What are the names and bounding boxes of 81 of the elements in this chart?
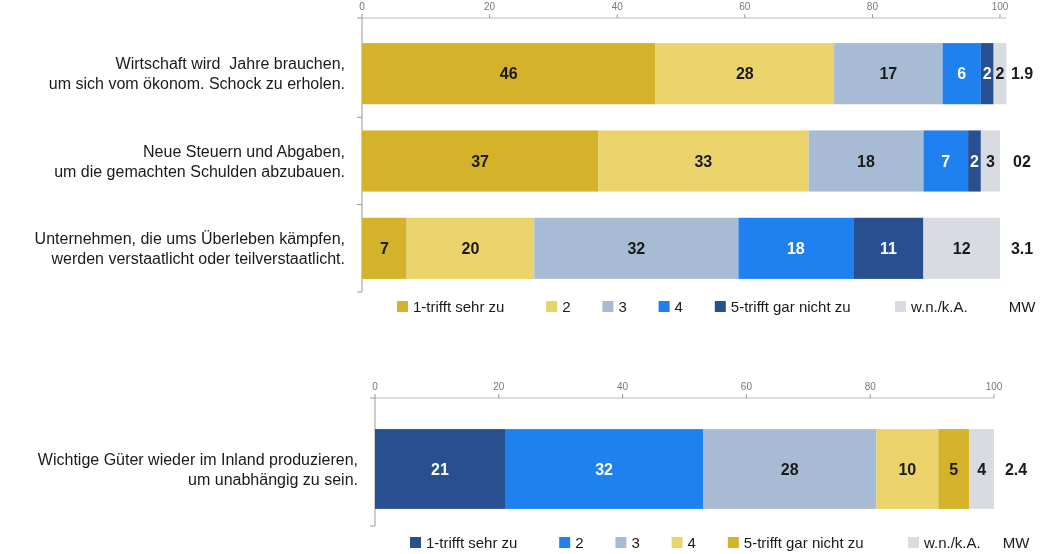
x-tick-label: 80: [866, 1, 879, 12]
legend-label: w.n./k.A.: [910, 298, 968, 316]
data-label: 18: [857, 152, 876, 170]
legend-label: 4: [674, 298, 683, 316]
data-label: 28: [780, 460, 799, 478]
x-tick-label: 40: [617, 381, 629, 392]
bar: [703, 429, 877, 509]
x-tick-label: 80: [864, 381, 877, 392]
data-label: 33: [694, 152, 713, 170]
bar: [834, 43, 943, 105]
bar: [738, 217, 854, 279]
bar: [375, 429, 505, 509]
legend-label: 3: [631, 534, 640, 552]
bar: [969, 429, 994, 509]
data-label: 11: [879, 239, 897, 257]
bar: [980, 43, 994, 105]
bar: [808, 130, 924, 192]
data-label: 3: [985, 152, 995, 170]
bar: [362, 130, 599, 192]
x-tick-label: 20: [484, 1, 496, 12]
bar: [534, 217, 739, 279]
data-label: 6: [957, 65, 967, 83]
text: 2.4: [1004, 460, 1028, 478]
data-label: 4: [977, 460, 987, 478]
text: 3.1: [1010, 239, 1034, 257]
y-tick-label: Unternehmen, die ums Überleben kämpfen, werden verstaatlicht oder teilverstaatlicht.: [34, 229, 345, 267]
y-tick-label: Wichtige Güter wieder im Inland produzieren, um unabhängig zu sein.: [37, 450, 358, 488]
bar: [504, 429, 704, 509]
data-label: 20: [461, 239, 480, 257]
data-label: 17: [879, 65, 898, 83]
data-label: 12: [952, 239, 971, 257]
x-tick-label: 60: [740, 381, 753, 392]
bar: [362, 217, 407, 279]
data-label: 10: [898, 460, 917, 478]
data-label: 2: [982, 65, 992, 83]
data-label: 5: [949, 460, 959, 478]
text: 1.9: [1010, 65, 1034, 83]
legend-label: 5-trifft gar nicht zu: [730, 298, 851, 316]
bar: [876, 429, 939, 509]
x-tick-label: 0: [359, 1, 366, 12]
bar: [923, 130, 969, 192]
y-tick-label: Neue Steuern und Abgaben, um die gemachten Schulden abzubauen.: [54, 142, 345, 180]
bar: [362, 43, 656, 105]
text: 02: [1013, 152, 1031, 170]
legend-label: 3: [618, 298, 627, 316]
bar: [938, 429, 970, 509]
legend-label: 2: [575, 534, 584, 552]
x-tick-label: 0: [372, 381, 379, 392]
bar: [406, 217, 535, 279]
data-label: 28: [735, 65, 754, 83]
legend-label: 2: [562, 298, 571, 316]
bar: [655, 43, 835, 105]
x-tick-label: 100: [991, 1, 1009, 12]
data-label: 21: [431, 460, 449, 478]
bar: [598, 130, 809, 192]
data-label: 32: [627, 239, 646, 257]
legend-label: 1-trifft sehr zu: [426, 534, 518, 552]
data-label: 2: [970, 152, 980, 170]
x-tick-label: 40: [611, 1, 624, 12]
x-tick-label: 20: [493, 381, 505, 392]
data-label: 37: [471, 152, 490, 170]
text: MW: [1002, 534, 1031, 552]
bar: [980, 130, 1000, 192]
text: MW: [1008, 298, 1037, 316]
legend-label: 5-trifft gar nicht zu: [743, 534, 864, 552]
bar: [923, 217, 1000, 279]
bar: [853, 217, 924, 279]
legend-label: 1-trifft sehr zu: [413, 298, 505, 316]
x-tick-label: 60: [739, 1, 751, 12]
y-tick-label: Wirtschaft wird Jahre brauchen, um sich vom ökonom. Schock zu erholen.: [48, 55, 345, 93]
legend-label: w.n./k.A.: [923, 534, 981, 552]
bar: [942, 43, 981, 105]
data-label: 32: [595, 460, 614, 478]
bar: [968, 130, 981, 192]
x-tick-label: 100: [985, 381, 1003, 392]
data-label: 7: [941, 152, 951, 170]
data-label: 2: [995, 65, 1005, 83]
data-label: 18: [786, 239, 805, 257]
data-label: 7: [379, 239, 389, 257]
data-label: 46: [499, 65, 518, 83]
legend-label: 4: [687, 534, 696, 552]
